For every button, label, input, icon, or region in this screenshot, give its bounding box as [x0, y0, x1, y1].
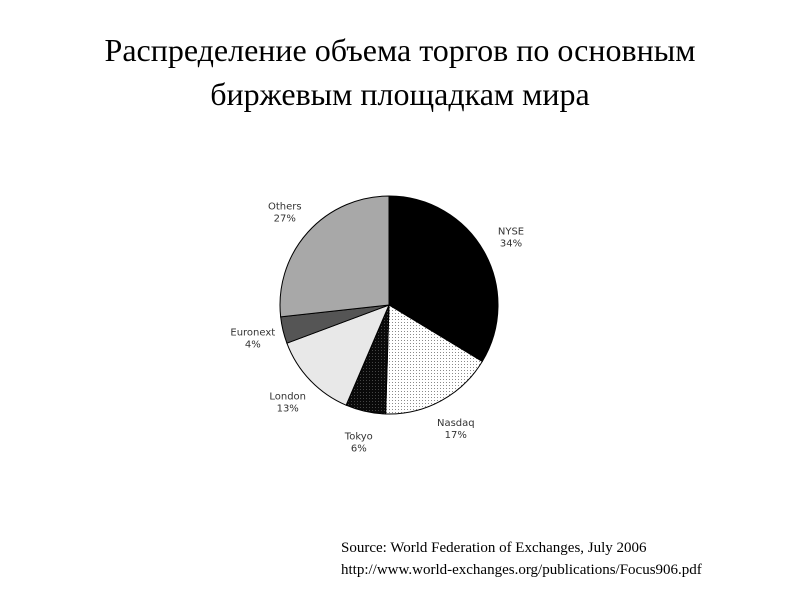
slide-title-line-1: Распределение объема торгов по основным: [104, 32, 696, 68]
source-note: Source: World Federation of Exchanges, J…: [341, 537, 702, 581]
pie-label-tokyo: Tokyo 6%: [344, 432, 373, 455]
pie-label-name: Nasdaq: [437, 418, 475, 429]
pie-label-others: Others 27%: [268, 202, 302, 225]
slide-title-line-2: биржевым площадкам мира: [210, 76, 590, 112]
source-url: http://www.world-exchanges.org/publicati…: [341, 562, 702, 578]
pie-label-value: 6%: [351, 444, 367, 455]
pie-slice-nyse: [388, 195, 499, 363]
pie-label-name: Tokyo: [344, 432, 373, 443]
pie-label-name: Others: [268, 202, 302, 213]
pie-label-value: 4%: [245, 339, 261, 350]
pie-slice-nasdaq: [385, 304, 483, 415]
pie-label-nyse: NYSE 34%: [498, 226, 524, 249]
pie-slice-london: [286, 304, 390, 406]
pie-label-name: NYSE: [498, 226, 524, 237]
pie-label-value: 17%: [445, 430, 467, 441]
pie-slice-others: [279, 195, 390, 318]
pie-label-value: 27%: [274, 214, 296, 225]
pie-label-value: 13%: [277, 404, 299, 415]
pie-slices: [279, 195, 499, 415]
pie-label-name: Euronext: [230, 327, 275, 338]
pie-label-value: 34%: [500, 238, 522, 249]
pie-label-nasdaq: Nasdaq 17%: [437, 418, 475, 441]
slide-title: Распределение объема торгов по основным …: [0, 28, 800, 116]
pie-label-london: London 13%: [269, 392, 306, 415]
pie-label-euronext: Euronext 4%: [230, 327, 275, 350]
pie-label-name: London: [269, 392, 306, 403]
pie-chart: NYSE 34% Nasdaq 17% Tokyo 6% London 13% Euronext…: [230, 195, 524, 455]
pie-labels: NYSE 34% Nasdaq 17% Tokyo 6% London 13% Euronext…: [230, 202, 524, 455]
source-citation: Source: World Federation of Exchanges, J…: [341, 540, 647, 556]
